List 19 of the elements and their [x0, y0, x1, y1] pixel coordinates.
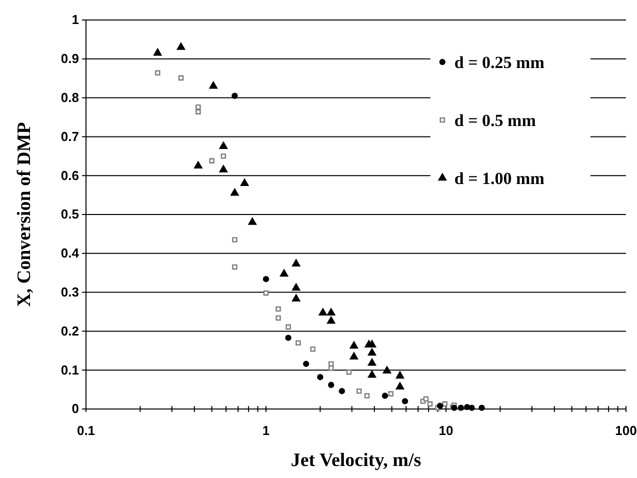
y-tick-label: 0 — [72, 401, 79, 416]
y-tick-label: 1 — [72, 12, 79, 28]
x-tick-label: 10 — [438, 422, 454, 438]
legend-label: d = 1.00 mm — [454, 169, 544, 188]
x-tick-label: 100 — [615, 422, 637, 438]
y-tick-label: 0.8 — [60, 90, 79, 105]
legend-label: d = 0.5 mm — [454, 111, 536, 130]
x-tick-label: 1 — [262, 422, 270, 438]
y-tick-label: 0.4 — [60, 246, 80, 261]
y-tick-label: 0.9 — [60, 51, 79, 66]
y-axis-title: X, Conversion of DMP — [14, 122, 35, 307]
y-tick-label: 0.6 — [60, 168, 79, 183]
y-tick-label: 0.1 — [60, 362, 79, 378]
y-tick-label: 0.5 — [60, 206, 79, 222]
legend-label: d = 0.25 mm — [454, 53, 544, 72]
y-tick-label: 0.2 — [60, 323, 79, 338]
y-tick-label: 0.7 — [60, 128, 79, 144]
y-tick-label: 0.3 — [60, 284, 79, 300]
x-axis-title: Jet Velocity, m/s — [290, 450, 422, 471]
